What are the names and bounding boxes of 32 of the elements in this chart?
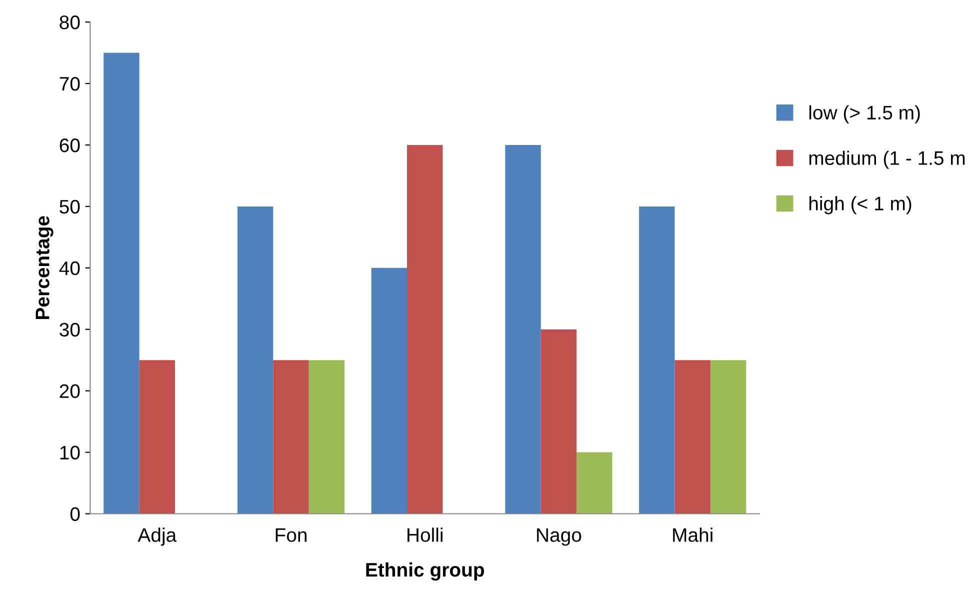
y-tick-label: 60 <box>60 138 80 152</box>
y-tick-label: 0 <box>70 507 80 521</box>
bar <box>308 360 345 514</box>
legend-label: low (> 1.5 m) <box>809 105 920 124</box>
x-tick-label: Mahi <box>673 528 712 542</box>
x-axis-title: Ethnic group <box>366 562 484 581</box>
x-tick-label: Holli <box>408 528 442 542</box>
bar <box>104 52 140 514</box>
x-tick-label: Fon <box>276 528 306 542</box>
y-tick-label: 30 <box>60 322 80 337</box>
bar <box>505 144 541 514</box>
bar <box>710 360 746 514</box>
y-tick-label: 80 <box>60 16 80 30</box>
bar <box>639 206 675 514</box>
y-axis-title: Percentage <box>36 216 54 320</box>
bar <box>540 329 577 514</box>
y-tick-label: 40 <box>59 261 80 276</box>
y-tick-label: 50 <box>60 200 80 214</box>
x-tick-label: Adja <box>138 528 177 546</box>
bar <box>407 144 443 514</box>
legend-label: medium (1 - 1.5 m <box>809 150 965 169</box>
y-tick-label: 70 <box>60 76 80 91</box>
bar <box>371 268 408 514</box>
x-tick-label: Nago <box>537 528 582 546</box>
bar <box>674 360 710 514</box>
y-tick-label: 20 <box>60 384 80 398</box>
bar <box>139 360 175 514</box>
legend-label: high (< 1 m) <box>809 196 912 214</box>
y-tick-label: 10 <box>60 446 80 460</box>
bar <box>237 206 274 514</box>
bar <box>576 452 612 514</box>
bar <box>273 360 309 514</box>
